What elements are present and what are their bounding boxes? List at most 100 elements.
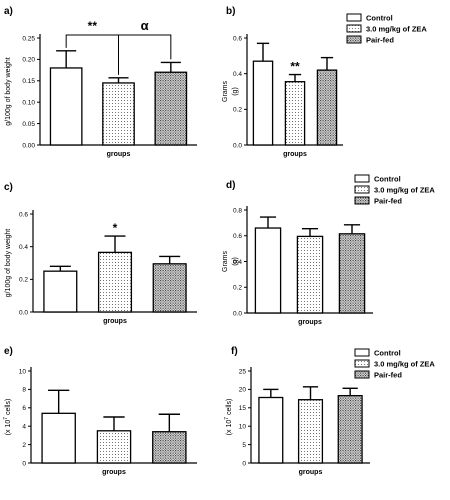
y-tick-label: 0.0 — [233, 142, 242, 149]
bar-control — [43, 270, 78, 313]
chart-panel-a: a) 0.00 0.05 0.10 0.15 0.20 0.25 g/100g of body… — [4, 6, 197, 158]
legend-swatch-zea — [354, 359, 370, 368]
y-tick-label: 0 — [242, 460, 246, 467]
bar-pair-fed — [316, 69, 338, 146]
legend-label-zea: 3.0 mg/kg of ZEA — [374, 186, 435, 195]
bar-control — [258, 396, 284, 464]
chart-panel-d: d) 0.0 0.2 0.4 0.6 0.8 Grams (g) groups Control 3.… — [222, 174, 435, 326]
significance-marker: * — [113, 221, 118, 235]
chart-panel-c: c) 0.0 0.2 0.4 0.6 g/100g of body weight group… — [4, 182, 197, 325]
y-axis-label: (x 107 cells) — [224, 399, 233, 436]
y-tick-label: 0.20 — [22, 57, 35, 64]
legend-swatch-zea — [354, 185, 370, 194]
legend-label-zea: 3.0 mg/kg of ZEA — [374, 360, 435, 369]
y-tick-label: 0.6 — [233, 35, 242, 42]
panel-label: b) — [226, 6, 235, 17]
y-tick-label: 0.8 — [233, 207, 242, 214]
y-axis-label: Grams (g) — [222, 81, 239, 103]
bar-pair-fed — [154, 71, 188, 146]
bar-pair-fed — [152, 431, 187, 464]
y-axis-label: Grams (g) — [222, 251, 239, 273]
bar-control — [49, 67, 83, 146]
panel-label: d) — [226, 180, 235, 191]
panel-label: c) — [4, 182, 13, 193]
y-tick-label: 0.0 — [233, 310, 242, 317]
significance-bracket — [118, 34, 172, 75]
legend-label-zea: 3.0 mg/kg of ZEA — [366, 25, 427, 34]
y-tick-label: 0.6 — [233, 233, 242, 240]
legend-swatch-control — [346, 13, 362, 22]
bar-zea — [97, 251, 133, 313]
y-tick-label: 20 — [239, 387, 247, 394]
bar-zea — [96, 430, 132, 464]
legend-label-control: Control — [366, 14, 393, 23]
y-tick-label: 0.4 — [233, 259, 242, 266]
y-tick-label: 0.00 — [22, 142, 35, 149]
legend-swatch-pair-fed — [346, 35, 362, 44]
legend-swatch-pair-fed — [354, 370, 370, 379]
y-tick-label: 2 — [22, 442, 26, 449]
y-tick-label: 0.2 — [19, 277, 28, 284]
significance-marker: ** — [88, 19, 98, 33]
bar-zea — [102, 82, 135, 146]
y-tick-label: 15 — [239, 405, 247, 412]
y-tick-label: 0.2 — [233, 107, 242, 114]
legend-label-pair-fed: Pair-fed — [374, 197, 402, 206]
panel-label: e) — [4, 346, 13, 357]
bar-zea — [296, 235, 324, 314]
bar-control — [252, 60, 274, 146]
y-axis-label: g/100g of body weight — [5, 229, 12, 298]
chart-panel-b: b) 0.0 0.2 0.4 0.6 Grams (g) groups ** Control 3.0… — [222, 6, 427, 158]
x-axis-label: groups — [103, 318, 127, 325]
y-axis-label: g/100g of body weight — [5, 57, 12, 126]
bar-zea — [284, 81, 306, 146]
bar-pair-fed — [338, 233, 366, 314]
y-tick-label: 0.05 — [22, 121, 35, 128]
x-axis-label: groups — [283, 151, 307, 158]
x-axis-label: groups — [298, 319, 322, 326]
y-tick-label: 6 — [22, 405, 26, 412]
legend: Control 3.0 mg/kg of ZEA Pair-fed — [346, 13, 427, 45]
y-tick-label: 10 — [239, 424, 247, 431]
y-tick-label: 0.25 — [22, 35, 35, 42]
x-axis-label: groups — [299, 469, 323, 476]
bar-pair-fed — [152, 263, 187, 313]
y-tick-label: 25 — [239, 368, 247, 375]
y-axis-label: (x 107 cells) — [3, 399, 12, 436]
y-tick-label: 0.2 — [233, 285, 242, 292]
legend-label-pair-fed: Pair-fed — [374, 371, 402, 380]
y-tick-label: 5 — [242, 442, 246, 449]
chart-panel-e: e) 0 2 4 6 8 10 (x 107 cells) groups — [3, 346, 197, 476]
y-tick-label: 0.4 — [233, 71, 242, 78]
y-tick-label: 0.4 — [19, 244, 28, 251]
y-tick-label: 0.15 — [22, 78, 35, 85]
y-tick-label: 4 — [22, 424, 26, 431]
y-tick-label: 0.10 — [22, 100, 35, 107]
panel-label: f) — [231, 346, 238, 357]
chart-panels: a)0.000.050.100.150.200.25g/100g of body… — [3, 6, 435, 476]
legend-label-control: Control — [374, 175, 401, 184]
bar-zea — [297, 399, 324, 464]
y-tick-label: 0.6 — [19, 211, 28, 218]
bar-pair-fed — [337, 395, 363, 464]
legend-swatch-pair-fed — [354, 196, 370, 205]
x-axis-label: groups — [107, 151, 131, 158]
legend: Control 3.0 mg/kg of ZEA Pair-fed — [354, 348, 435, 380]
legend-swatch-control — [354, 174, 370, 183]
panel-label: a) — [4, 6, 13, 17]
y-tick-label: 8 — [22, 387, 26, 394]
x-axis-label: groups — [102, 469, 126, 476]
legend-swatch-zea — [346, 24, 362, 33]
y-tick-label: 0.0 — [19, 309, 28, 316]
y-tick-label: 10 — [19, 368, 27, 375]
bar-control — [41, 412, 76, 464]
legend-swatch-control — [354, 348, 370, 357]
chart-panel-f: f) 0 5 10 15 20 25 (x 107 cells) groups Control 3.… — [224, 346, 435, 476]
y-tick-label: 0 — [22, 460, 26, 467]
bar-control — [254, 227, 282, 314]
significance-marker: α — [141, 18, 149, 33]
legend-label-pair-fed: Pair-fed — [366, 36, 394, 45]
legend-label-control: Control — [374, 349, 401, 358]
legend: Control 3.0 mg/kg of ZEA Pair-fed — [354, 174, 435, 206]
